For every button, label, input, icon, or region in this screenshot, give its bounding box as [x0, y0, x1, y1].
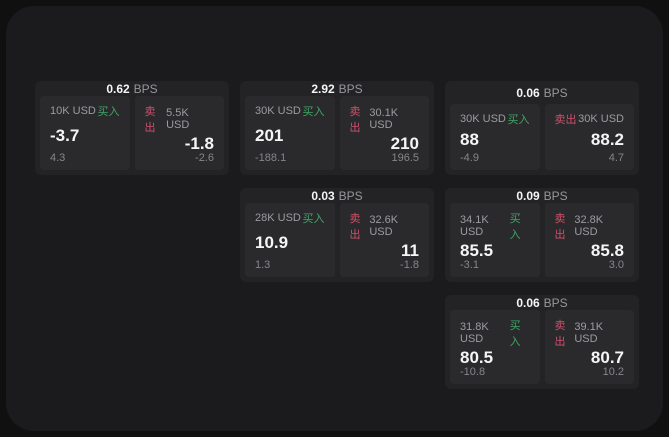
sell-change: 196.5 [391, 152, 419, 164]
bps-unit-label: BPS [133, 81, 158, 96]
sell-change: 4.7 [608, 152, 624, 164]
bps-header: 0.09 BPS [445, 188, 639, 203]
buy-panel[interactable]: 31.8K USD 买入 80.5 -10.8 [450, 310, 540, 384]
buy-price: 85.5 [460, 241, 494, 260]
buy-amount: 30K USD [460, 113, 506, 125]
buy-tag: 买入 [509, 320, 521, 348]
bps-unit-label: BPS [338, 188, 363, 203]
sell-change: -2.6 [195, 152, 214, 164]
sell-panel[interactable]: 卖出 32.6K USD 11 -1.8 [339, 203, 429, 277]
sell-tag: 卖出 [349, 213, 361, 241]
card-body: 31.8K USD 买入 80.5 -10.8 卖出 39.1K USD 80.… [450, 310, 634, 384]
buy-panel[interactable]: 30K USD 买入 201 -188.1 [245, 96, 335, 170]
bps-header: 0.03 BPS [240, 188, 434, 203]
buy-change: -3.1 [460, 259, 479, 271]
dashboard-panel: 0.62 BPS 10K USD 买入 -3.7 4.3 卖出 5.5K USD [6, 6, 663, 431]
bps-value: 0.62 [106, 81, 130, 96]
buy-amount: 28K USD [255, 212, 301, 224]
sell-amount: 32.8K USD [574, 214, 604, 238]
sell-amount: 30K USD [578, 113, 624, 125]
sell-tag: 卖出 [349, 106, 361, 134]
buy-price: 88 [460, 130, 479, 149]
bps-value: 0.03 [311, 188, 335, 203]
buy-price: 10.9 [255, 233, 289, 252]
quote-card: 0.03 BPS 28K USD 买入 10.9 1.3 卖出 32.6K US… [240, 188, 434, 282]
card-body: 30K USD 买入 88 -4.9 卖出 30K USD 88.2 4.7 [450, 104, 634, 170]
buy-tag: 买入 [302, 213, 325, 225]
buy-tag: 买入 [509, 213, 521, 241]
bps-unit-label: BPS [543, 85, 568, 100]
sell-change: 10.2 [602, 366, 624, 378]
card-body: 30K USD 买入 201 -188.1 卖出 30.1K USD 210 1… [245, 96, 429, 170]
sell-change: 3.0 [608, 259, 624, 271]
card-body: 34.1K USD 买入 85.5 -3.1 卖出 32.8K USD 85.8… [450, 203, 634, 277]
sell-amount: 32.6K USD [369, 214, 399, 238]
cards-grid: 0.62 BPS 10K USD 买入 -3.7 4.3 卖出 5.5K USD [35, 81, 639, 389]
buy-tag: 买入 [97, 106, 120, 118]
sell-amount: 30.1K USD [369, 107, 399, 131]
buy-panel[interactable]: 30K USD 买入 88 -4.9 [450, 104, 540, 170]
buy-amount: 31.8K USD [460, 321, 489, 345]
sell-tag: 卖出 [554, 114, 577, 126]
sell-amount: 39.1K USD [574, 321, 604, 345]
sell-panel[interactable]: 卖出 30K USD 88.2 4.7 [544, 104, 634, 170]
bps-unit-label: BPS [338, 81, 363, 96]
sell-panel[interactable]: 卖出 30.1K USD 210 196.5 [339, 96, 429, 170]
buy-price: 80.5 [460, 348, 494, 367]
buy-amount: 30K USD [255, 105, 301, 117]
bps-value: 0.06 [516, 295, 540, 310]
sell-price: -1.8 [184, 134, 214, 153]
buy-change: -4.9 [460, 152, 479, 164]
bps-header: 2.92 BPS [240, 81, 434, 96]
quote-card: 0.06 BPS 31.8K USD 买入 80.5 -10.8 卖出 39.1… [445, 295, 639, 389]
buy-tag: 买入 [302, 106, 325, 118]
sell-tag: 卖出 [554, 213, 566, 241]
sell-price: 85.8 [590, 241, 624, 260]
bps-header: 0.06 BPS [445, 295, 639, 310]
sell-price: 11 [401, 241, 419, 260]
bps-header: 0.06 BPS [445, 81, 639, 104]
bps-value: 0.09 [516, 188, 540, 203]
buy-change: 1.3 [255, 259, 271, 271]
buy-change: 4.3 [50, 152, 66, 164]
quote-card: 0.09 BPS 34.1K USD 买入 85.5 -3.1 卖出 32.8K… [445, 188, 639, 282]
sell-tag: 卖出 [554, 320, 566, 348]
sell-price: 80.7 [590, 348, 624, 367]
sell-panel[interactable]: 卖出 39.1K USD 80.7 10.2 [544, 310, 634, 384]
quote-card: 2.92 BPS 30K USD 买入 201 -188.1 卖出 30.1K … [240, 81, 434, 175]
sell-amount: 5.5K USD [166, 107, 190, 131]
buy-price: -3.7 [50, 126, 80, 145]
buy-amount: 34.1K USD [460, 214, 489, 238]
bps-unit-label: BPS [543, 295, 568, 310]
bps-header: 0.62 BPS [35, 81, 229, 96]
bps-value: 0.06 [516, 85, 540, 100]
sell-price: 210 [390, 134, 419, 153]
buy-panel[interactable]: 28K USD 买入 10.9 1.3 [245, 203, 335, 277]
bps-unit-label: BPS [543, 188, 568, 203]
buy-amount: 10K USD [50, 105, 96, 117]
quote-card: 0.06 BPS 30K USD 买入 88 -4.9 卖出 30K USD [445, 81, 639, 175]
card-body: 28K USD 买入 10.9 1.3 卖出 32.6K USD 11 -1.8 [245, 203, 429, 277]
buy-panel[interactable]: 34.1K USD 买入 85.5 -3.1 [450, 203, 540, 277]
buy-change: -10.8 [460, 366, 486, 378]
card-body: 10K USD 买入 -3.7 4.3 卖出 5.5K USD -1.8 -2.… [40, 96, 224, 170]
bps-value: 2.92 [311, 81, 335, 96]
sell-panel[interactable]: 卖出 5.5K USD -1.8 -2.6 [134, 96, 224, 170]
quote-card: 0.62 BPS 10K USD 买入 -3.7 4.3 卖出 5.5K USD [35, 81, 229, 175]
sell-change: -1.8 [400, 259, 419, 271]
sell-panel[interactable]: 卖出 32.8K USD 85.8 3.0 [544, 203, 634, 277]
buy-tag: 买入 [507, 114, 530, 126]
buy-panel[interactable]: 10K USD 买入 -3.7 4.3 [40, 96, 130, 170]
sell-tag: 卖出 [144, 106, 156, 134]
buy-price: 201 [255, 126, 284, 145]
buy-change: -188.1 [255, 152, 287, 164]
sell-price: 88.2 [590, 130, 624, 149]
